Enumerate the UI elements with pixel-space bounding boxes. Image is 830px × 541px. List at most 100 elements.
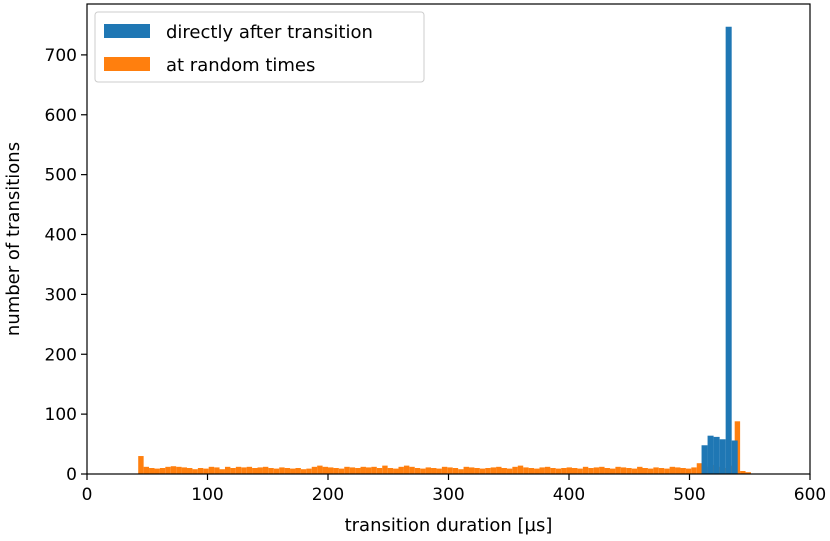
random-times-bar: [512, 466, 518, 474]
random-times-bar: [143, 466, 150, 474]
random-times-bar: [566, 467, 573, 474]
random-times-bar: [691, 467, 697, 474]
random-times-bar: [165, 466, 171, 474]
random-times-bar: [279, 467, 285, 474]
random-times-bar: [452, 468, 459, 474]
legend-swatch-random-times: [104, 57, 150, 71]
random-times-bar: [176, 466, 182, 474]
random-times-bar: [431, 468, 437, 474]
random-times-bar: [317, 465, 323, 474]
random-times-bar: [544, 466, 551, 474]
random-times-bar: [588, 468, 594, 474]
random-times-bar: [311, 466, 318, 474]
random-times-bar: [474, 468, 480, 474]
random-times-bar: [355, 468, 361, 474]
random-times-bar: [642, 468, 648, 474]
random-times-bar: [295, 468, 301, 474]
random-times-bar: [441, 466, 448, 474]
random-times-bar: [485, 468, 491, 474]
random-times-bar: [669, 466, 676, 474]
random-times-bar: [534, 468, 540, 474]
y-axis-title: number of transitions: [3, 142, 24, 336]
random-times-bar: [344, 466, 350, 474]
y-tick-label: 200: [45, 345, 77, 365]
legend-label-random-times: at random times: [166, 55, 315, 76]
random-times-bar: [252, 468, 258, 474]
random-times-bar: [496, 466, 502, 474]
random-times-bar: [420, 468, 426, 474]
x-tick-label: 100: [191, 485, 223, 505]
random-times-bar: [170, 466, 177, 474]
random-times-bar: [680, 468, 686, 474]
random-times-bar: [333, 468, 339, 474]
random-times-bar: [517, 465, 524, 474]
legend-swatch-after-transition: [104, 24, 150, 38]
random-times-bar: [203, 468, 209, 474]
random-times-bar: [637, 466, 643, 474]
random-times-bar: [561, 468, 567, 474]
random-times-bar: [626, 468, 632, 474]
y-tick-label: 400: [45, 226, 77, 246]
random-times-bar: [631, 468, 638, 474]
random-times-bar: [338, 468, 345, 474]
random-times-bar: [328, 467, 334, 474]
after-transition-bar: [707, 435, 714, 474]
random-times-bar: [653, 467, 659, 474]
after-transition-bar: [719, 439, 726, 474]
random-times-bar: [181, 467, 188, 474]
x-axis-title: transition duration [µs]: [345, 515, 553, 536]
random-times-bar: [246, 466, 253, 474]
random-times-bar: [197, 468, 204, 474]
random-times-bar: [436, 468, 442, 474]
random-times-bar: [382, 465, 388, 474]
random-times-bar: [365, 467, 372, 474]
x-tick-label: 200: [312, 485, 344, 505]
random-times-bar: [463, 466, 469, 474]
random-times-bar: [740, 471, 746, 474]
random-times-bar: [149, 468, 155, 474]
random-times-bar: [154, 468, 160, 474]
y-tick-label: 700: [45, 46, 77, 66]
random-times-bar: [235, 466, 242, 474]
x-tick-label: 600: [794, 485, 826, 505]
random-times-bar: [615, 466, 621, 474]
random-times-bar: [224, 466, 231, 474]
y-tick-label: 600: [45, 106, 77, 126]
x-tick-label: 500: [673, 485, 705, 505]
random-times-bar: [675, 467, 681, 474]
random-times-bar: [447, 467, 453, 474]
random-times-bars: [138, 421, 751, 474]
y-tick-label: 0: [66, 465, 77, 485]
random-times-bar: [664, 468, 670, 474]
random-times-bar: [593, 467, 600, 474]
after-transition-bar: [725, 26, 732, 474]
random-times-bar: [403, 465, 410, 474]
random-times-bar: [506, 468, 513, 474]
random-times-bar: [187, 468, 193, 474]
random-times-bar: [387, 468, 394, 474]
random-times-bar: [528, 468, 535, 474]
random-times-bar: [501, 468, 507, 474]
random-times-bar: [555, 468, 562, 474]
random-times-bar: [425, 467, 432, 474]
random-times-bar: [349, 467, 356, 474]
y-axis-ticks: 0 100 200 300 400 500 600 700: [45, 46, 87, 485]
random-times-bar: [745, 472, 751, 474]
random-times-bar: [290, 468, 296, 474]
random-times-bar: [647, 468, 654, 474]
random-times-bar: [572, 468, 578, 474]
random-times-bar: [582, 466, 589, 474]
after-transition-bars: [701, 26, 738, 474]
random-times-bar: [273, 468, 280, 474]
random-times-bar: [696, 463, 703, 474]
random-times-bar: [458, 469, 464, 474]
random-times-bar: [620, 467, 627, 474]
random-times-bar: [409, 466, 415, 474]
random-times-bar: [284, 468, 291, 474]
legend: directly after transition at random time…: [94, 11, 425, 83]
random-times-bar: [604, 468, 610, 474]
random-times-bar: [490, 467, 497, 474]
random-times-bar: [262, 466, 269, 474]
random-times-bar: [577, 468, 583, 474]
random-times-bar: [322, 466, 328, 474]
